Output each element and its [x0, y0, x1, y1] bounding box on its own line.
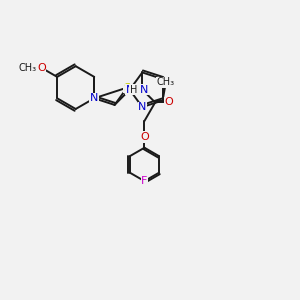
- Text: N: N: [138, 102, 146, 112]
- Text: N: N: [90, 93, 98, 103]
- Text: O: O: [140, 132, 149, 142]
- Text: S: S: [124, 82, 131, 93]
- Text: F: F: [141, 176, 148, 186]
- Text: O: O: [165, 98, 173, 107]
- Text: N: N: [140, 85, 148, 94]
- Text: O: O: [37, 63, 46, 73]
- Text: N: N: [125, 85, 134, 95]
- Text: CH₃: CH₃: [18, 63, 37, 73]
- Text: H: H: [130, 85, 137, 94]
- Text: CH₃: CH₃: [157, 77, 175, 87]
